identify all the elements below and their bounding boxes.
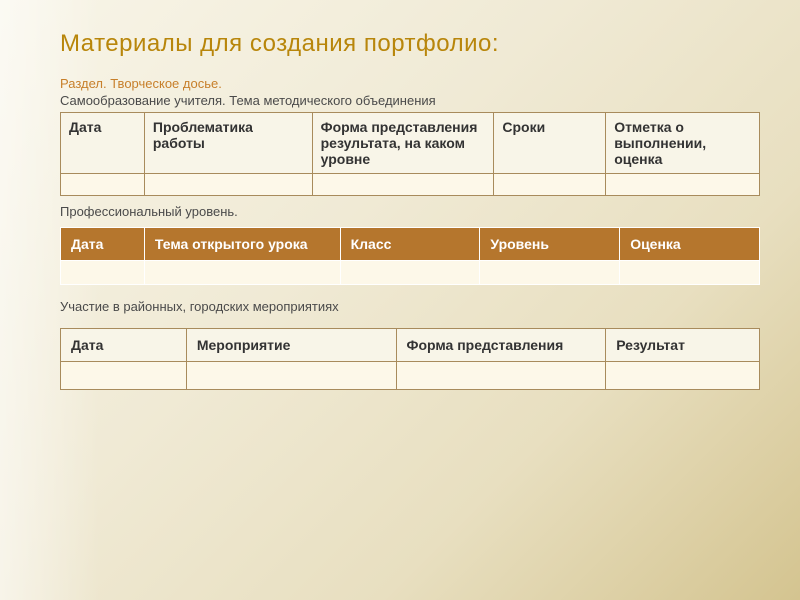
col-result: Результат — [606, 329, 760, 362]
cell — [480, 261, 620, 285]
cell — [340, 261, 480, 285]
col-mark: Отметка о выполнении, оценка — [606, 113, 760, 174]
table-row — [61, 362, 760, 390]
col-date: Дата — [61, 329, 187, 362]
cell — [606, 362, 760, 390]
col-event: Мероприятие — [186, 329, 396, 362]
cell — [144, 174, 312, 196]
subsection-1: Самообразование учителя. Тема методическ… — [60, 93, 760, 108]
col-date: Дата — [61, 228, 145, 261]
cell — [186, 362, 396, 390]
col-form: Форма представления результата, на каком… — [312, 113, 494, 174]
caption-professional: Профессиональный уровень. — [60, 204, 760, 219]
col-class: Класс — [340, 228, 480, 261]
col-form: Форма представления — [396, 329, 606, 362]
col-terms: Сроки — [494, 113, 606, 174]
col-topic: Тема открытого урока — [144, 228, 340, 261]
table-self-education: Дата Проблематика работы Форма представл… — [60, 112, 760, 196]
col-problem: Проблематика работы — [144, 113, 312, 174]
cell — [312, 174, 494, 196]
table-row — [61, 174, 760, 196]
cell — [396, 362, 606, 390]
table-header-row: Дата Тема открытого урока Класс Уровень … — [61, 228, 760, 261]
cell — [144, 261, 340, 285]
cell — [606, 174, 760, 196]
page-title: Материалы для создания портфолио: — [60, 30, 760, 58]
cell — [61, 174, 145, 196]
cell — [61, 362, 187, 390]
cell — [61, 261, 145, 285]
table-events: Дата Мероприятие Форма представления Рез… — [60, 328, 760, 390]
slide: Материалы для создания портфолио: Раздел… — [0, 0, 800, 418]
table-header-row: Дата Проблематика работы Форма представл… — [61, 113, 760, 174]
caption-participation: Участие в районных, городских мероприяти… — [60, 299, 760, 314]
col-grade: Оценка — [620, 228, 760, 261]
table-row — [61, 261, 760, 285]
cell — [620, 261, 760, 285]
col-date: Дата — [61, 113, 145, 174]
table-header-row: Дата Мероприятие Форма представления Рез… — [61, 329, 760, 362]
table-open-lesson: Дата Тема открытого урока Класс Уровень … — [60, 227, 760, 285]
cell — [494, 174, 606, 196]
section-label: Раздел. Творческое досье. — [60, 76, 760, 91]
col-level: Уровень — [480, 228, 620, 261]
